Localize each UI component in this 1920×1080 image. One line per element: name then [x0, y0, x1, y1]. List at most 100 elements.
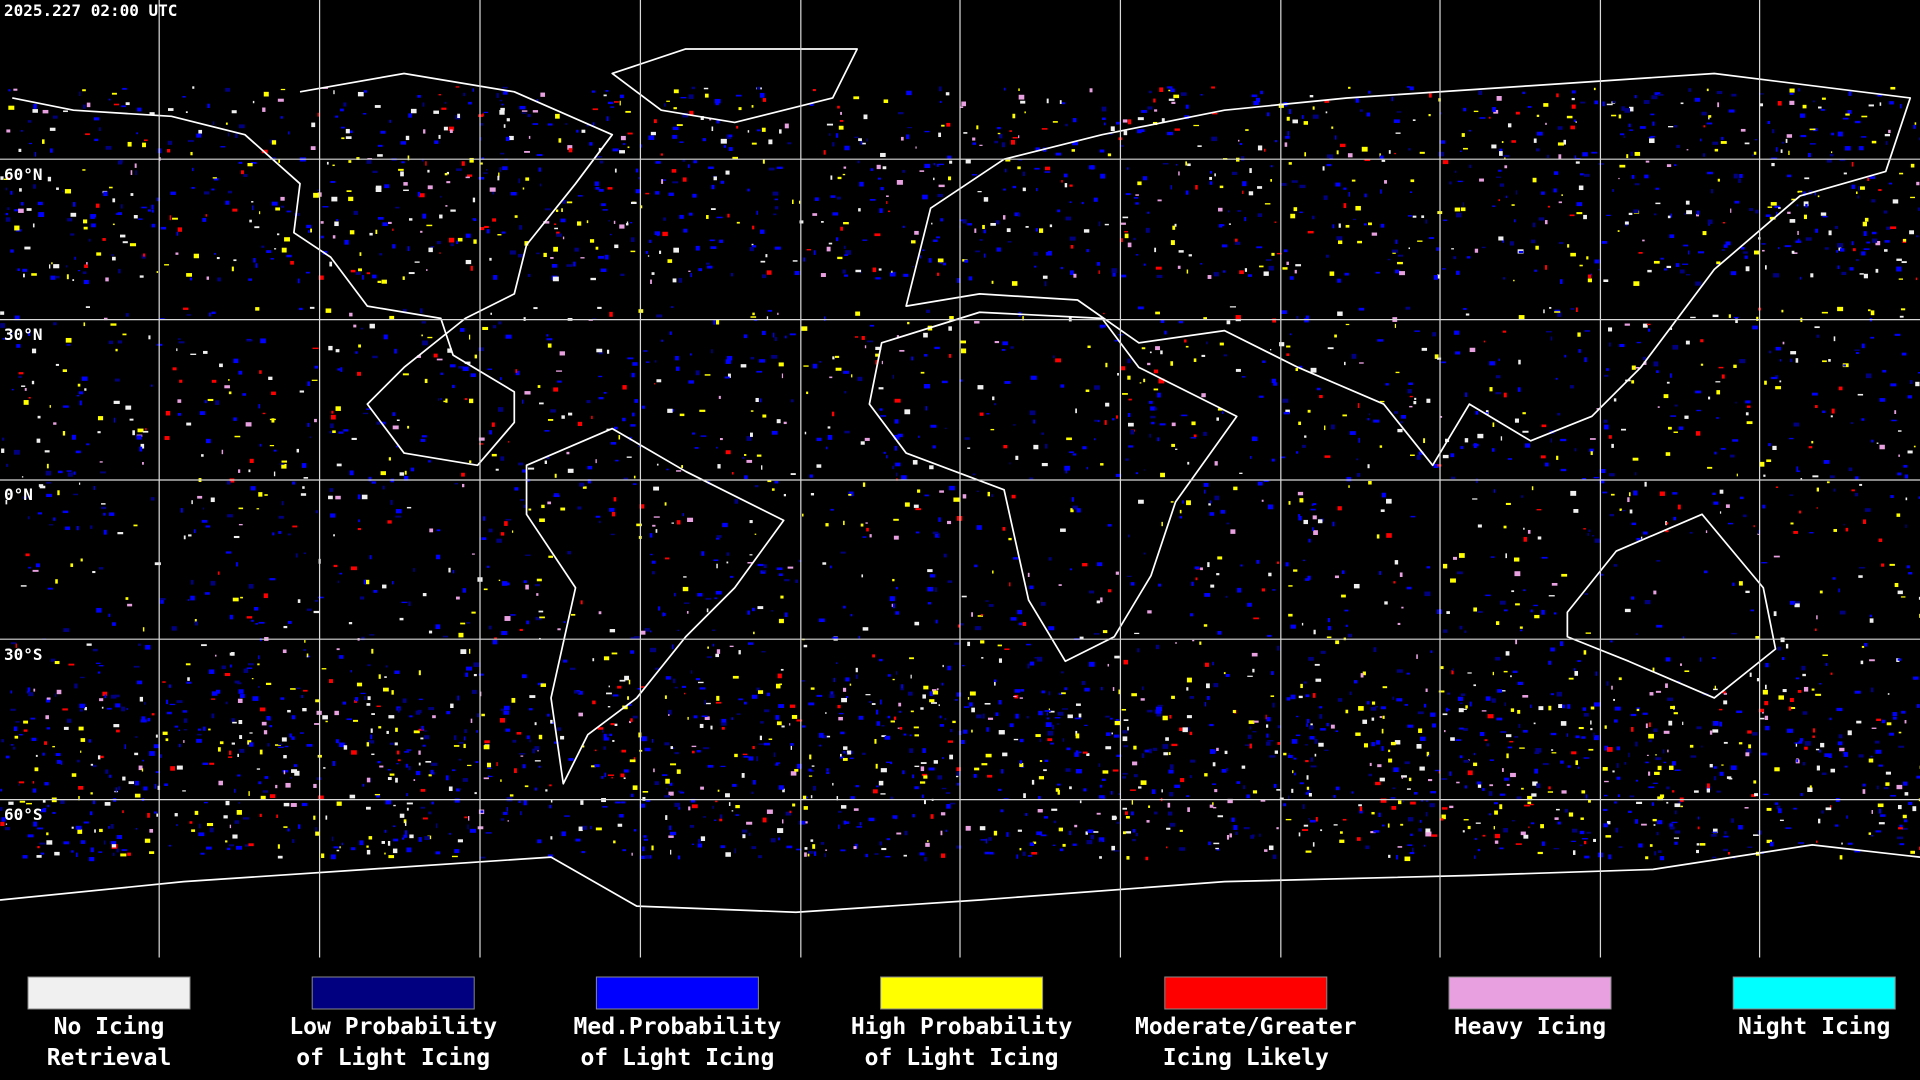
icing-pixel: [1132, 761, 1138, 766]
icing-pixel: [1800, 113, 1806, 118]
icing-pixel: [345, 128, 350, 134]
icing-pixel: [653, 119, 657, 124]
icing-pixel: [309, 436, 312, 439]
icing-pixel: [343, 102, 347, 107]
icing-pixel: [645, 361, 650, 363]
icing-pixel: [1195, 577, 1198, 581]
icing-pixel: [1006, 832, 1009, 837]
icing-pixel: [630, 250, 636, 253]
icing-pixel: [271, 418, 275, 423]
icing-pixel: [428, 247, 433, 253]
icing-pixel: [1293, 757, 1297, 760]
icing-pixel: [1385, 383, 1389, 386]
icing-pixel: [14, 735, 19, 739]
icing-pixel: [962, 219, 967, 224]
icing-pixel: [643, 835, 647, 838]
icing-pixel: [322, 715, 328, 720]
icing-pixel: [1308, 538, 1311, 543]
icing-pixel: [1451, 248, 1454, 250]
icing-pixel: [609, 507, 615, 512]
icing-pixel: [1002, 341, 1008, 346]
icing-pixel: [1082, 563, 1088, 567]
icing-pixel: [408, 218, 413, 221]
icing-pixel: [349, 470, 354, 476]
icing-pixel: [1793, 530, 1798, 534]
icing-pixel: [280, 196, 285, 201]
icing-pixel: [377, 154, 383, 157]
icing-pixel: [981, 763, 988, 766]
icing-pixel: [1203, 482, 1209, 487]
icing-pixel: [1213, 272, 1219, 277]
icing-pixel: [580, 800, 584, 805]
icing-pixel: [767, 480, 772, 483]
icing-pixel: [810, 687, 815, 690]
icing-pixel: [1416, 654, 1418, 659]
icing-pixel: [298, 824, 301, 829]
icing-pixel: [325, 815, 328, 820]
icing-pixel: [886, 455, 888, 459]
icing-pixel: [1721, 447, 1726, 450]
icing-pixel: [1086, 753, 1090, 757]
icing-pixel: [1790, 522, 1794, 525]
icing-pixel: [277, 98, 284, 102]
icing-pixel: [151, 223, 156, 228]
icing-pixel: [83, 821, 89, 824]
icing-pixel: [281, 737, 287, 742]
icing-pixel: [1673, 431, 1678, 433]
icing-pixel: [1058, 584, 1062, 586]
icing-pixel: [1005, 158, 1011, 162]
icing-pixel: [473, 239, 477, 244]
icing-pixel: [674, 686, 678, 689]
icing-pixel: [439, 214, 443, 219]
icing-pixel: [47, 587, 53, 590]
icing-pixel: [332, 761, 336, 766]
icing-pixel: [617, 823, 623, 827]
icing-pixel: [902, 169, 906, 173]
icing-pixel: [1207, 562, 1210, 568]
icing-pixel: [29, 142, 32, 145]
icing-pixel: [1162, 715, 1168, 721]
icing-pixel: [1504, 165, 1508, 169]
icing-pixel: [81, 376, 88, 381]
icing-pixel: [1652, 818, 1657, 822]
icing-pixel: [972, 137, 976, 141]
icing-pixel: [1604, 424, 1609, 430]
icing-pixel: [370, 728, 373, 733]
icing-pixel: [828, 242, 833, 245]
icing-pixel: [20, 202, 24, 206]
icing-pixel: [997, 126, 1001, 130]
icing-pixel: [547, 419, 554, 421]
icing-pixel: [1075, 768, 1082, 774]
icing-pixel: [1127, 534, 1130, 538]
icing-pixel: [72, 279, 75, 282]
icing-pixel: [653, 768, 655, 773]
icing-pixel: [1814, 192, 1817, 196]
icing-pixel: [1786, 728, 1794, 733]
icing-pixel: [1463, 307, 1467, 310]
icing-pixel: [228, 844, 235, 847]
icing-pixel: [976, 125, 979, 130]
icing-pixel: [959, 106, 964, 109]
icing-pixel: [1088, 590, 1095, 594]
icing-pixel: [1904, 720, 1907, 724]
icing-pixel: [1503, 277, 1505, 280]
icing-pixel: [209, 312, 211, 317]
map: [0, 0, 1920, 958]
icing-pixel: [930, 814, 934, 819]
icing-pixel: [167, 140, 173, 145]
icing-pixel: [1789, 358, 1793, 363]
icing-pixel: [682, 513, 684, 517]
icing-pixel: [902, 225, 905, 228]
icing-pixel: [1059, 100, 1062, 104]
icing-pixel: [1683, 244, 1689, 247]
icing-pixel: [1425, 219, 1428, 224]
icing-pixel: [1602, 491, 1608, 494]
icing-pixel: [84, 707, 87, 711]
icing-pixel: [130, 170, 133, 175]
icing-pixel: [33, 103, 37, 109]
icing-pixel: [1138, 499, 1144, 504]
icing-pixel: [127, 603, 133, 607]
icing-pixel: [1897, 804, 1902, 810]
icing-pixel: [1753, 780, 1757, 784]
icing-pixel: [333, 90, 335, 95]
